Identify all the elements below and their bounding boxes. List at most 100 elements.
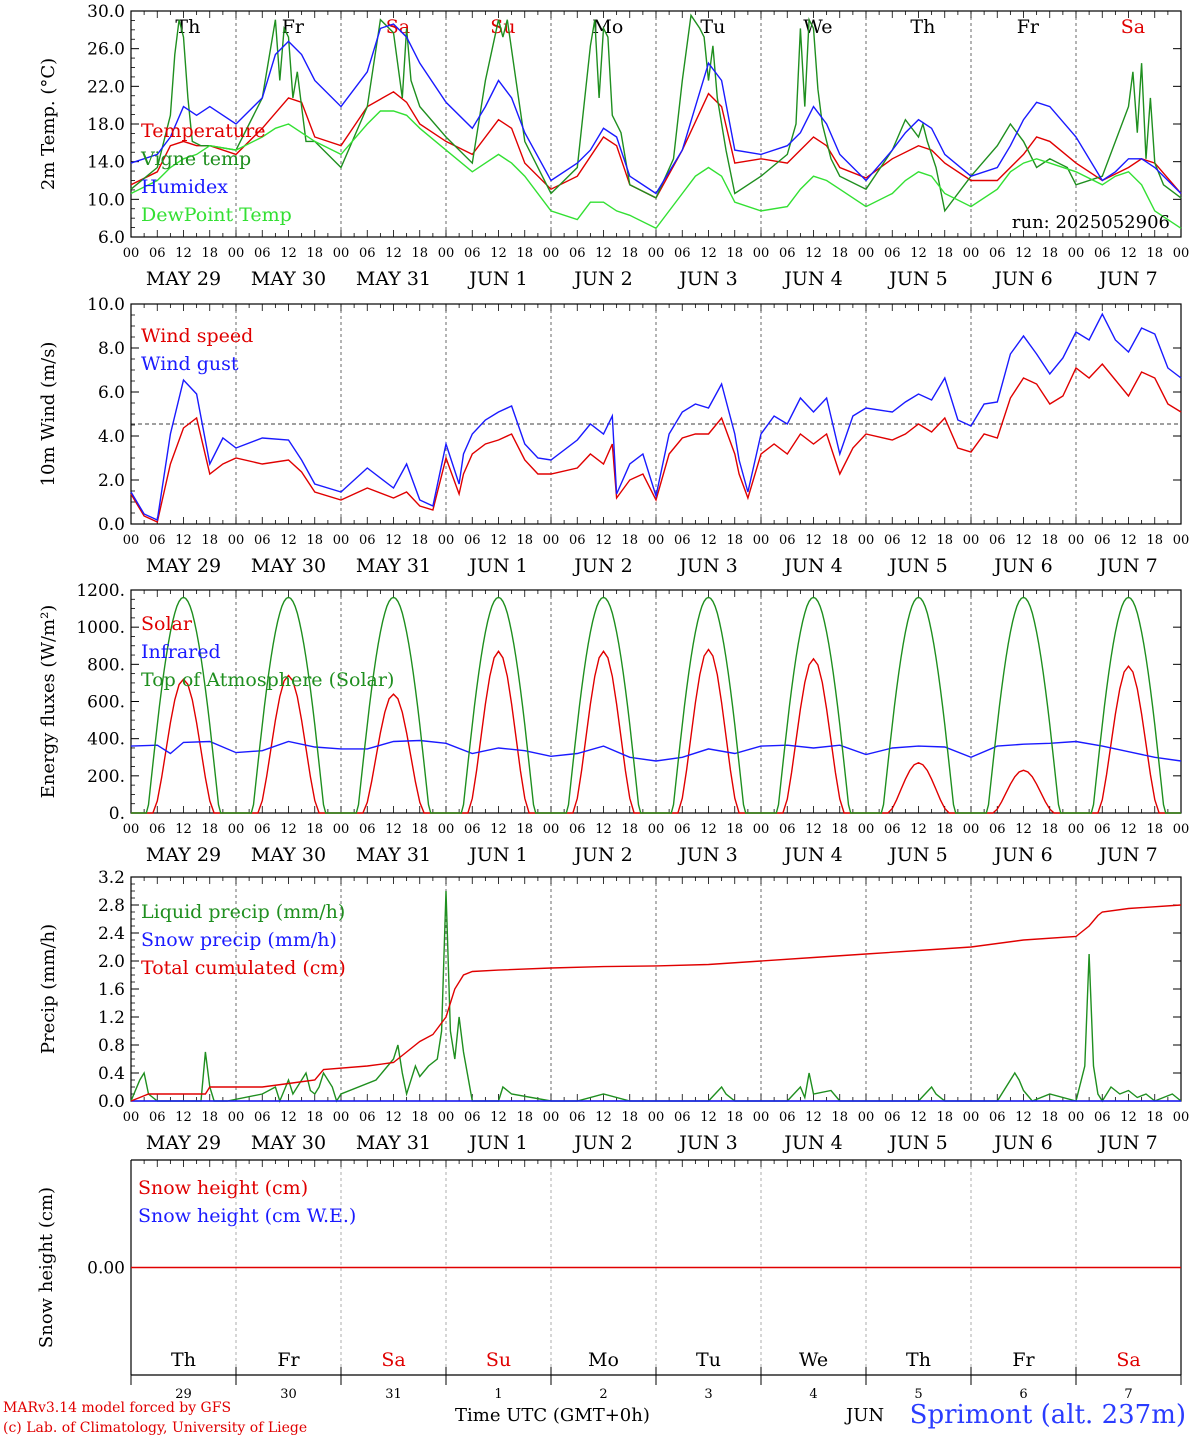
date-label: JUN 6	[992, 555, 1052, 577]
hour-tick-label: 18	[831, 246, 848, 261]
hour-tick-label: 18	[1146, 533, 1163, 548]
hour-tick-label: 06	[674, 246, 691, 261]
hour-tick-label: 12	[805, 533, 822, 548]
hour-tick-label: 18	[936, 246, 953, 261]
day-name-label: Th	[910, 16, 935, 38]
hour-tick-label: 12	[1120, 533, 1137, 548]
date-number-label: 31	[385, 1387, 402, 1402]
hour-tick-label: 00	[438, 1110, 455, 1125]
hour-tick-label: 00	[228, 822, 245, 837]
day-name-label: We	[803, 16, 832, 38]
day-name-label: Mo	[592, 16, 623, 38]
hour-tick-label: 00	[123, 1110, 140, 1125]
series-line-infrared	[130, 739, 1182, 762]
date-label: MAY 30	[251, 268, 326, 290]
legend-entry: Top of Atmosphere (Solar)	[141, 669, 394, 691]
panel-5: 0.00 Snow height (cm) Snow height (cm) Snow…	[36, 1159, 1182, 1402]
hour-tick-label: 12	[700, 1110, 717, 1125]
hour-tick-label: 18	[516, 822, 533, 837]
hour-tick-label: 00	[963, 533, 980, 548]
hour-tick-label: 12	[910, 246, 927, 261]
hour-tick-label: 06	[884, 533, 901, 548]
day-name-label: Su	[486, 1349, 511, 1371]
legend-entry: Solar	[141, 613, 193, 635]
hour-tick-label: 12	[280, 246, 297, 261]
hour-tick-label: 00	[753, 822, 770, 837]
hour-tick-label: 00	[1068, 246, 1085, 261]
hour-tick-label: 00	[1068, 533, 1085, 548]
hour-tick-label: 06	[674, 822, 691, 837]
y-tick-label: 2.4	[98, 924, 125, 944]
date-label: JUN 5	[887, 844, 947, 866]
y-tick-label: 10.0	[87, 295, 125, 315]
hour-tick-label: 12	[1120, 1110, 1137, 1125]
hour-tick-label: 06	[464, 246, 481, 261]
hour-tick-label: 18	[306, 246, 323, 261]
date-label: JUN 6	[992, 844, 1052, 866]
hour-tick-label: 12	[700, 822, 717, 837]
hour-tick-label: 12	[385, 246, 402, 261]
date-number-label: 3	[704, 1387, 712, 1402]
hour-tick-label: 12	[175, 533, 192, 548]
day-name-label: Fr	[282, 16, 305, 38]
day-name-label: Tu	[696, 1349, 721, 1371]
date-number-label: 5	[914, 1387, 922, 1402]
date-label: JUN 4	[782, 1132, 842, 1154]
y-tick-label: 26.0	[87, 40, 125, 60]
hour-tick-label: 00	[333, 533, 350, 548]
hour-tick-label: 06	[989, 533, 1006, 548]
panel-3: 0. 200. 400. 600. 800. 1000. 1200. Energy fluxe…	[38, 581, 1189, 866]
hour-tick-label: 06	[254, 533, 271, 548]
hour-tick-label: 06	[359, 1110, 376, 1125]
date-number-label: 29	[175, 1387, 192, 1402]
y-tick-label: 3.2	[98, 868, 125, 888]
day-name-label: We	[799, 1349, 828, 1371]
hour-tick-label: 12	[1015, 533, 1032, 548]
hour-tick-label: 06	[779, 533, 796, 548]
y-tick-label: 2.8	[98, 896, 125, 916]
hour-tick-label: 00	[333, 822, 350, 837]
y-tick-label: 6.0	[98, 228, 125, 248]
hour-tick-label: 06	[254, 1110, 271, 1125]
hour-tick-label: 00	[648, 822, 665, 837]
date-label: JUN 4	[782, 844, 842, 866]
y-tick-label: 14.0	[87, 153, 125, 173]
hour-tick-label: 00	[438, 822, 455, 837]
hour-tick-label: 06	[464, 533, 481, 548]
hour-tick-label: 06	[359, 822, 376, 837]
time-axis-title: Time UTC (GMT+0h)	[455, 1405, 650, 1426]
date-label: JUN 3	[677, 555, 737, 577]
hour-tick-label: 12	[490, 246, 507, 261]
month-label: JUN	[846, 1405, 885, 1426]
hour-tick-label: 00	[228, 1110, 245, 1125]
hour-tick-label: 06	[779, 246, 796, 261]
date-label: JUN 5	[887, 1132, 947, 1154]
hour-tick-label: 06	[149, 533, 166, 548]
hour-tick-label: 06	[149, 822, 166, 837]
hour-tick-label: 00	[1068, 1110, 1085, 1125]
hour-tick-label: 18	[831, 1110, 848, 1125]
y-tick-label: 0.4	[98, 1064, 125, 1084]
hour-tick-label: 12	[385, 1110, 402, 1125]
hour-tick-label: 00	[963, 246, 980, 261]
hour-tick-label: 00	[1173, 822, 1190, 837]
hour-tick-label: 06	[1094, 1110, 1111, 1125]
hour-tick-label: 00	[123, 822, 140, 837]
series-line-wind-gust	[130, 312, 1182, 522]
hour-tick-label: 18	[726, 822, 743, 837]
hour-tick-label: 00	[858, 1110, 875, 1125]
hour-tick-label: 00	[228, 533, 245, 548]
day-name-label: Fr	[1017, 16, 1040, 38]
date-label: JUN 4	[782, 268, 842, 290]
hour-tick-label: 18	[516, 246, 533, 261]
date-number-label: 6	[1019, 1387, 1027, 1402]
hour-tick-label: 12	[490, 533, 507, 548]
date-label: JUN 5	[887, 268, 947, 290]
panel-1: 6.0 10.0 14.0 18.0 22.0 26.0 30.0 2m Temp. (°C)…	[38, 2, 1189, 290]
y-axis-title: 10m Wind (m/s)	[38, 342, 59, 487]
hour-tick-label: 18	[306, 533, 323, 548]
hour-tick-label: 06	[359, 246, 376, 261]
date-label: JUN 7	[1097, 268, 1157, 290]
hour-tick-label: 06	[1094, 822, 1111, 837]
